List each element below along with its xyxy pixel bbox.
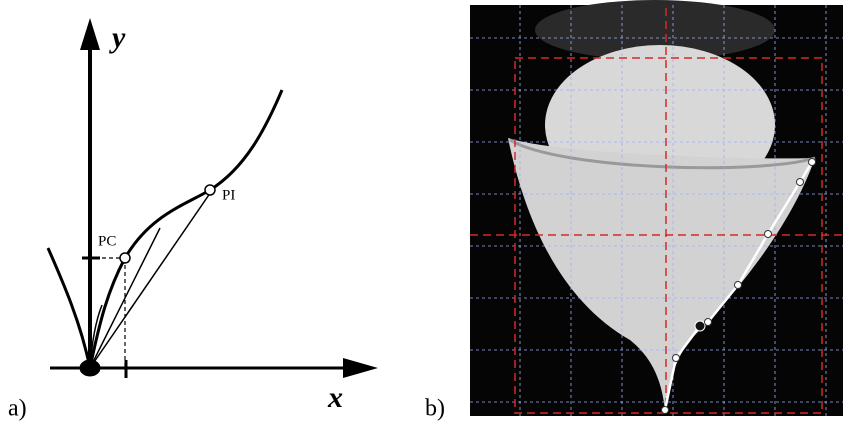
origin [80, 360, 100, 376]
y-arrow [80, 18, 100, 50]
x-label: x [327, 381, 343, 414]
curve-left [48, 248, 90, 368]
secant-pi [90, 186, 215, 368]
page: y x PC PI a) b) [0, 0, 843, 421]
panel-b [470, 0, 843, 416]
panel-label: b) [425, 396, 445, 421]
panel-label: a) [8, 396, 27, 421]
point-pi [205, 185, 215, 195]
point-label: PI [222, 187, 235, 203]
panel-a [48, 18, 378, 378]
figure: y x PC PI a) b) [0, 0, 843, 421]
point-label: PC [98, 233, 116, 249]
point-pc [120, 253, 130, 263]
y-label: y [109, 21, 126, 54]
x-arrow [343, 358, 378, 378]
